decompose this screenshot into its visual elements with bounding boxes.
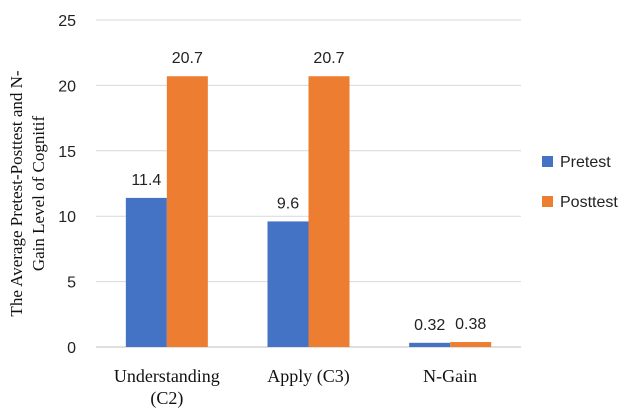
legend-swatch-posttest: [542, 196, 553, 207]
y-axis-label: The Average Pretest-Posttest and N- Gain …: [7, 70, 48, 316]
y-axis-title-line: Gain Level of Cognitif: [29, 116, 48, 272]
x-axis-categories: Understanding(C2) Apply (C3) N-Gain: [114, 366, 477, 409]
y-tick-label: 20: [58, 78, 76, 95]
y-tick-label: 0: [67, 340, 76, 357]
data-label: 20.7: [313, 50, 344, 67]
y-tick-label: 10: [58, 209, 76, 226]
y-tick-label: 25: [58, 13, 76, 30]
bar-pretest-2: [409, 342, 451, 347]
legend-label: Posttest: [560, 194, 618, 211]
bar-posttest-1: [308, 76, 350, 347]
bar-pretest-1: [267, 221, 309, 347]
data-label: 0.32: [414, 317, 445, 334]
bar-posttest-0: [166, 76, 208, 347]
legend-label: Pretest: [560, 154, 611, 171]
data-label: 0.38: [455, 316, 486, 333]
x-category-label: Understanding: [114, 366, 220, 386]
y-axis-title-line: The Average Pretest-Posttest and N-: [7, 70, 26, 316]
y-tick-label: 5: [67, 275, 76, 292]
data-label: 20.7: [172, 50, 203, 67]
bar-pretest-0: [125, 197, 167, 347]
legend-swatch-pretest: [542, 156, 553, 167]
data-labels: 11.4 20.7 9.6 20.7 0.32 0.38: [131, 50, 486, 334]
legend: Pretest Posttest: [542, 154, 618, 211]
x-category-label: Apply (C3): [267, 366, 350, 387]
data-label: 9.6: [277, 195, 299, 212]
x-category-label: (C2): [150, 388, 183, 409]
y-axis-ticks: 0 5 10 15 20 25: [58, 13, 76, 357]
bars: [125, 76, 492, 347]
data-label: 11.4: [131, 172, 161, 189]
bar-posttest-2: [450, 342, 492, 347]
x-category-label: N-Gain: [423, 366, 477, 386]
y-tick-label: 15: [58, 144, 76, 161]
